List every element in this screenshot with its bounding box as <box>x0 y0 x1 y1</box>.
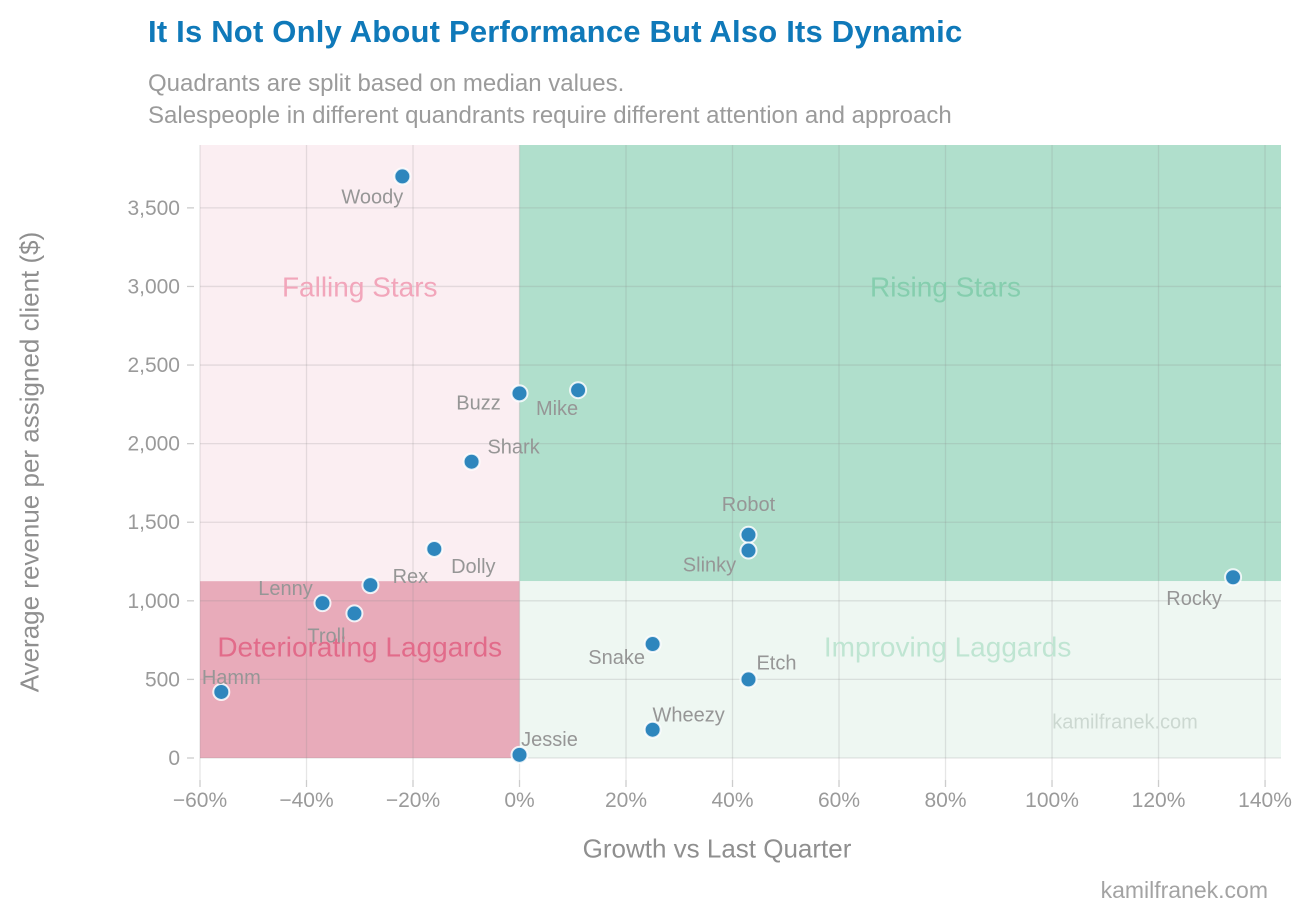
chart-subtitle-line1: Quadrants are split based on median valu… <box>148 70 625 97</box>
data-point-rocky <box>1224 568 1243 587</box>
x-tick-label: 140% <box>1238 789 1292 812</box>
site-watermark: kamilfranek.com <box>1100 877 1268 903</box>
point-label-shark: Shark <box>487 437 540 459</box>
point-label-hamm: Hamm <box>202 667 261 689</box>
x-tick-label: 0% <box>504 789 534 812</box>
data-point-lenny <box>313 594 332 613</box>
x-tick-label: 20% <box>605 789 647 812</box>
point-label-jessie: Jessie <box>521 729 578 751</box>
data-point-jessie <box>510 745 529 764</box>
point-label-lenny: Lenny <box>258 578 313 600</box>
data-point-dolly <box>425 539 444 558</box>
data-point-robot <box>739 525 758 544</box>
x-axis-title: Growth vs Last Quarter <box>582 833 852 864</box>
x-tick-label: −20% <box>386 789 440 812</box>
point-label-troll: Troll <box>307 625 345 647</box>
point-label-slinky: Slinky <box>683 555 736 577</box>
data-point-woody <box>393 167 412 186</box>
x-tick-label: 100% <box>1025 789 1079 812</box>
data-point-mike <box>569 381 588 400</box>
y-tick-label: 2,500 <box>127 354 180 377</box>
point-label-rex: Rex <box>393 566 429 588</box>
chart-title: It Is Not Only About Performance But Als… <box>148 14 963 49</box>
quadrant-label-improving-laggards: Improving Laggards <box>824 631 1071 662</box>
x-tick-label: 80% <box>925 789 967 812</box>
quadrant-region-falling-stars <box>200 145 520 582</box>
x-tick-label: 120% <box>1132 789 1186 812</box>
y-tick-label: 500 <box>145 668 180 691</box>
y-tick-label: 0 <box>168 747 180 770</box>
data-point-snake <box>643 635 662 654</box>
quadrant-region-rising-stars <box>519 145 1281 582</box>
quadrant-label-rising-stars: Rising Stars <box>870 271 1021 302</box>
x-tick-label: 60% <box>818 789 860 812</box>
data-point-wheezy <box>643 720 662 739</box>
data-point-etch <box>739 670 758 689</box>
data-point-troll <box>345 604 364 623</box>
data-point-buzz <box>510 384 529 403</box>
data-point-slinky <box>739 541 758 560</box>
chart-subtitle-line2: Salespeople in different quandrants requ… <box>148 102 952 129</box>
plot-watermark: kamilfranek.com <box>1052 711 1198 734</box>
point-label-rocky: Rocky <box>1166 588 1222 610</box>
data-point-hamm <box>212 682 231 701</box>
y-tick-label: 1,000 <box>127 590 180 613</box>
point-label-robot: Robot <box>722 494 776 516</box>
quadrant-label-falling-stars: Falling Stars <box>282 271 438 302</box>
point-label-woody: Woody <box>341 186 403 208</box>
data-point-shark <box>462 452 481 471</box>
y-tick-label: 3,500 <box>127 197 180 220</box>
point-label-wheezy: Wheezy <box>653 705 725 727</box>
y-tick-label: 1,500 <box>127 511 180 534</box>
point-label-snake: Snake <box>588 647 645 669</box>
y-axis-title: Average revenue per assigned client ($) <box>14 231 45 693</box>
quadrant-label-deteriorating-laggards: Deteriorating Laggards <box>217 631 502 662</box>
point-label-etch: Etch <box>756 652 796 674</box>
x-tick-label: 40% <box>711 789 753 812</box>
point-label-dolly: Dolly <box>451 556 495 578</box>
point-label-mike: Mike <box>536 398 578 420</box>
x-tick-label: −60% <box>173 789 227 812</box>
point-label-buzz: Buzz <box>456 392 500 414</box>
x-tick-label: −40% <box>279 789 333 812</box>
y-tick-label: 2,000 <box>127 433 180 456</box>
y-tick-label: 3,000 <box>127 275 180 298</box>
data-point-rex <box>361 576 380 595</box>
